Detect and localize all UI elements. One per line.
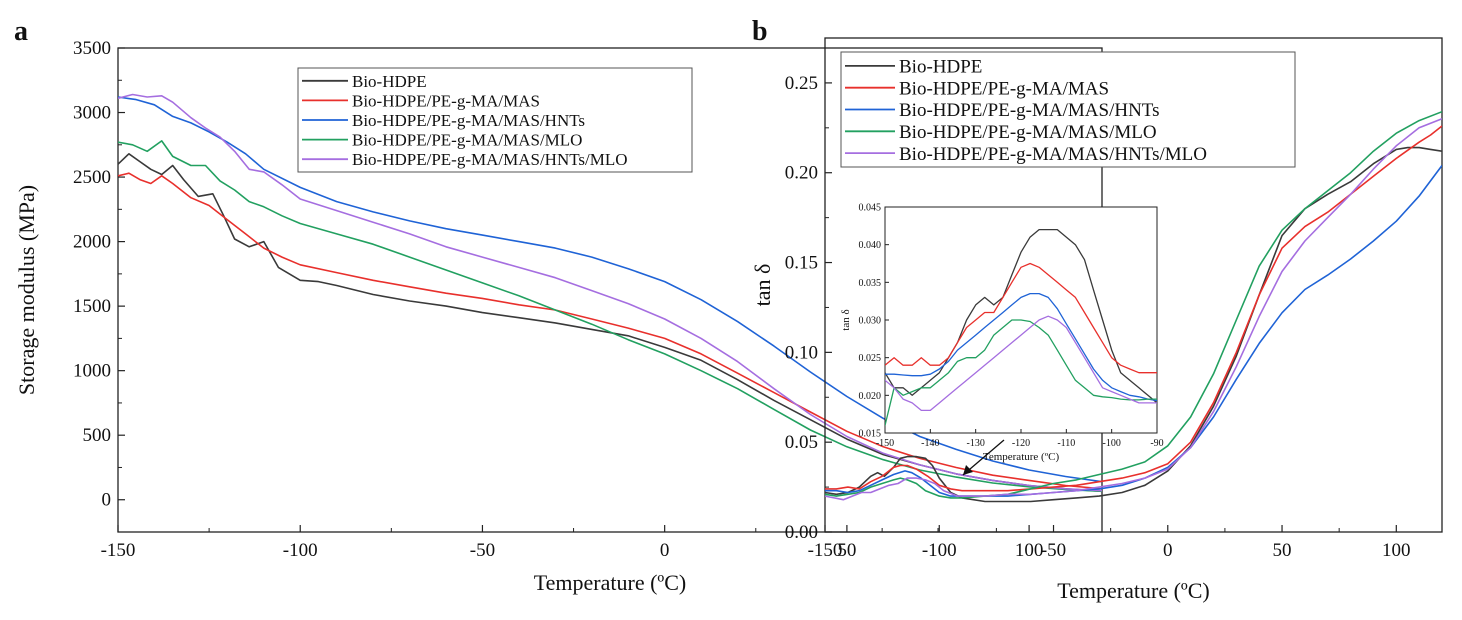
y-axis-label: Storage modulus (MPa) xyxy=(14,185,39,395)
x-tick-label: 100 xyxy=(1382,540,1411,561)
x-tick-label: 0 xyxy=(1163,540,1173,561)
x-tick-label: 50 xyxy=(1273,540,1292,561)
series-line-5 xyxy=(825,118,1442,501)
legend: Bio-HDPEBio-HDPE/PE-g-MA/MASBio-HDPE/PE-… xyxy=(297,67,693,173)
x-axis-label: Temperature (ºC) xyxy=(1057,578,1210,603)
inset-x-tick-label: -140 xyxy=(921,438,939,449)
series-line-2 xyxy=(118,172,1102,490)
series-line-4 xyxy=(825,110,1442,499)
y-tick-label: 1000 xyxy=(73,361,111,382)
x-tick-label: -150 xyxy=(808,540,843,561)
legend-label-4: Bio-HDPE/PE-g-MA/MAS/MLO xyxy=(899,122,1157,143)
inset-y-tick-label: 0.015 xyxy=(859,429,882,440)
y-tick-label: 0.00 xyxy=(785,522,818,543)
inset-y-tick-label: 0.030 xyxy=(859,316,882,327)
y-tick-label: 2500 xyxy=(73,167,111,188)
series-line-2 xyxy=(825,125,1442,492)
y-tick-label: 0 xyxy=(102,490,112,511)
inset-x-tick-label: -100 xyxy=(1102,438,1120,449)
inset-series-line-4 xyxy=(885,319,1157,426)
series-line-4 xyxy=(118,140,1102,493)
inset-x-tick-label: -120 xyxy=(1012,438,1030,449)
legend-label-5: Bio-HDPE/PE-g-MA/MAS/HNTs/MLO xyxy=(352,150,628,169)
inset-y-axis-label: tan δ xyxy=(840,309,852,330)
inset-y-tick-label: 0.045 xyxy=(859,203,882,214)
legend-label-3: Bio-HDPE/PE-g-MA/MAS/HNTs xyxy=(352,111,585,130)
y-tick-label: 0.15 xyxy=(785,253,818,274)
y-tick-label: 2000 xyxy=(73,232,111,253)
y-tick-label: 3000 xyxy=(73,103,111,124)
inset-y-tick-label: 0.025 xyxy=(859,353,882,364)
inset-series-line-1 xyxy=(885,228,1157,404)
chart-a: -150 -100 -50 0 50 10005001000150020002500300… xyxy=(14,38,1103,595)
legend-label-2: Bio-HDPE/PE-g-MA/MAS xyxy=(352,91,540,110)
x-tick-label: -50 xyxy=(470,540,495,561)
y-tick-label: 0.20 xyxy=(785,163,818,184)
panel-letter-b: b xyxy=(752,16,768,47)
inset-x-axis-label: Temperature (ºC) xyxy=(983,451,1060,463)
inset-series-line-5 xyxy=(885,315,1157,412)
y-axis-label: tan δ xyxy=(750,264,775,307)
x-tick-label: 0 xyxy=(660,540,670,561)
inset-series-group xyxy=(885,228,1157,426)
legend-box xyxy=(840,51,1296,168)
series-line-5 xyxy=(118,93,1102,492)
x-tick-label: -100 xyxy=(283,540,318,561)
y-tick-label: 1500 xyxy=(73,296,111,317)
series-group xyxy=(118,93,1102,493)
legend-box xyxy=(297,67,693,173)
series-line-1 xyxy=(825,146,1442,503)
x-axis-label: Temperature (ºC) xyxy=(534,570,687,595)
inset-y-tick-label: 0.040 xyxy=(859,240,882,251)
inset-y-tick-label: 0.020 xyxy=(859,391,882,402)
series-line-1 xyxy=(118,153,1102,493)
inset-y-tick-label: 0.035 xyxy=(859,278,882,289)
chart-b: -150 -100 -50 0 50 100 0.00 0.05 0.10 0.15 0.20 0.2… xyxy=(750,37,1443,603)
y-tick-label: 500 xyxy=(83,425,112,446)
x-tick-label: 50 xyxy=(837,540,856,561)
legend-label-1: Bio-HDPE xyxy=(352,72,427,91)
legend-label-1: Bio-HDPE xyxy=(899,57,982,78)
legend-label-5: Bio-HDPE/PE-g-MA/MAS/HNTs/MLO xyxy=(899,144,1207,165)
y-tick-label: 0.10 xyxy=(785,342,818,363)
plot-frame xyxy=(824,37,1443,533)
inset-chart: -150 -140 -130 -120 -110 -100 -90 0.015 0.020 0.0… xyxy=(840,203,1164,476)
panel-letter-a: a xyxy=(14,16,28,47)
y-tick-label: 0.05 xyxy=(785,432,818,453)
legend: Bio-HDPEBio-HDPE/PE-g-MA/MASBio-HDPE/PE-… xyxy=(840,51,1296,168)
x-tick-label: 100 xyxy=(1015,540,1044,561)
y-tick-label: 3500 xyxy=(73,38,111,59)
legend-label-3: Bio-HDPE/PE-g-MA/MAS/HNTs xyxy=(899,100,1159,121)
inset-x-tick-label: -150 xyxy=(876,438,894,449)
annotation-arrow-head xyxy=(963,465,973,475)
legend-label-2: Bio-HDPE/PE-g-MA/MAS xyxy=(899,78,1109,99)
x-tick-label: -150 xyxy=(101,540,136,561)
inset-series-line-3 xyxy=(885,292,1157,402)
inset-series-line-2 xyxy=(885,262,1157,374)
x-tick-label: -100 xyxy=(922,540,957,561)
series-group xyxy=(825,110,1442,503)
inset-x-tick-label: -130 xyxy=(966,438,984,449)
x-tick-label: -50 xyxy=(1041,540,1066,561)
legend-label-4: Bio-HDPE/PE-g-MA/MAS/MLO xyxy=(352,131,582,150)
inset-x-tick-label: -110 xyxy=(1057,438,1075,449)
y-tick-label: 0.25 xyxy=(785,73,818,94)
inset-x-tick-label: -90 xyxy=(1150,438,1163,449)
